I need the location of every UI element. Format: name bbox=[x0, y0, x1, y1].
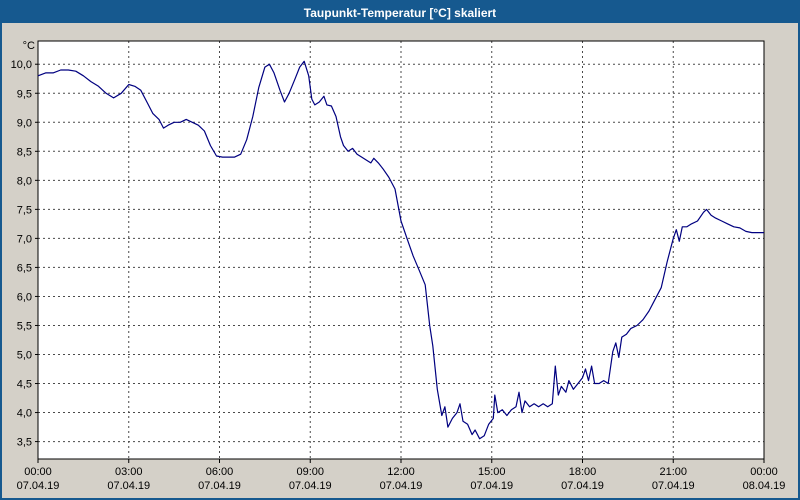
x-tick-date-label: 08.04.19 bbox=[743, 480, 786, 492]
chart-title: Taupunkt-Temperatur [°C] skaliert bbox=[303, 5, 497, 20]
y-tick-label: 7,0 bbox=[17, 233, 32, 245]
dewpoint-line-chart: 10,0 9,5 9,0 8,5 8,0 7,5 7,0 6,5 6,0 5,5 5,0 4,5 4,0… bbox=[11, 40, 786, 492]
x-tick-time-label: 06:00 bbox=[206, 466, 234, 478]
plot-border bbox=[37, 40, 765, 460]
y-tick-label: 5,5 bbox=[17, 320, 32, 332]
x-tick-time-label: 21:00 bbox=[659, 466, 687, 478]
y-tick-label: 6,5 bbox=[17, 262, 32, 274]
x-tick-date-label: 07.04.19 bbox=[107, 480, 150, 492]
y-tick-label: 4,5 bbox=[17, 379, 32, 391]
y-tick-label: 8,0 bbox=[17, 175, 32, 187]
x-tick-date-label: 07.04.19 bbox=[380, 480, 423, 492]
y-tick-label: 4,0 bbox=[17, 408, 32, 420]
y-axis-unit-label: °C bbox=[23, 40, 35, 52]
y-tick-label: 5,0 bbox=[17, 350, 32, 362]
y-tick-label: 3,5 bbox=[17, 437, 32, 449]
chart-area: 10,0 9,5 9,0 8,5 8,0 7,5 7,0 6,5 6,0 5,5 5,0 4,5 4,0… bbox=[2, 23, 798, 498]
x-tick-date-label: 07.04.19 bbox=[652, 480, 695, 492]
x-tick-time-label: 03:00 bbox=[115, 466, 143, 478]
dewpoint-series-line bbox=[37, 60, 764, 440]
y-tick-label: 10,0 bbox=[11, 59, 32, 71]
y-tick-label: 7,5 bbox=[17, 204, 32, 216]
chart-title-bar: Taupunkt-Temperatur [°C] skaliert bbox=[2, 2, 798, 23]
x-tick-time-label: 12:00 bbox=[387, 466, 415, 478]
y-tick-label: 8,5 bbox=[17, 146, 32, 158]
x-tick-date-label: 07.04.19 bbox=[561, 480, 604, 492]
x-tick-time-label: 09:00 bbox=[296, 466, 324, 478]
x-tick-date-label: 07.04.19 bbox=[198, 480, 241, 492]
y-tick-label: 6,0 bbox=[17, 291, 32, 303]
x-tick-time-label: 18:00 bbox=[569, 466, 597, 478]
y-tick-label: 9,5 bbox=[17, 88, 32, 100]
x-tick-date-label: 07.04.19 bbox=[17, 480, 60, 492]
x-tick-date-label: 07.04.19 bbox=[470, 480, 513, 492]
x-tick-time-label: 00:00 bbox=[24, 466, 52, 478]
x-tick-time-label: 00:00 bbox=[750, 466, 778, 478]
y-tick-label: 9,0 bbox=[17, 117, 32, 129]
x-tick-date-label: 07.04.19 bbox=[289, 480, 332, 492]
plot-area bbox=[38, 41, 764, 459]
x-tick-time-label: 15:00 bbox=[478, 466, 506, 478]
